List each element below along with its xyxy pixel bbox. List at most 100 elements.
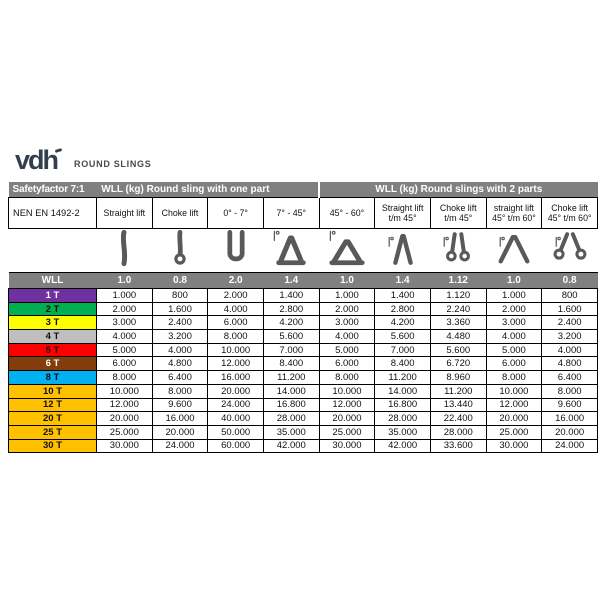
wll-value-cell: 11.200 [262,370,320,385]
wll-value-cell: 8.000 [541,383,598,399]
round-sling-wll-table: Safetyfactor 7:1 WLL (kg) Round sling wi… [8,182,598,454]
wll-value-cell: 20.000 [207,383,264,399]
wll-value-cell: 800 [151,288,209,303]
wll-row-label: 4 T [8,329,97,344]
wll-value-cell: 24.000 [541,438,598,454]
basket-lift-7-45-icon [263,228,320,273]
factor-cell-7: 1.12 [430,272,487,289]
wll-value-cell: 3.360 [429,315,487,331]
wll-value-cell: 2.000 [207,288,264,303]
one-part-header-bar: Safetyfactor 7:1 WLL (kg) Round sling wi… [8,182,321,198]
wll-value-cell: 10.000 [207,342,264,358]
wll-value-cell: 9.600 [541,397,598,413]
wll-value-cell: 4.000 [151,342,209,358]
wll-value-cell: 1.000 [96,288,153,303]
logo-subtitle: ROUND SLINGS [74,159,152,169]
wll-value-cell: 7.000 [262,342,320,358]
factor-cell-9: 0.8 [541,272,598,289]
wll-value-cell: 16.000 [207,370,264,385]
straight-lift-2-parts-60-icon [486,228,542,273]
table-row: 20 T 20.000 16.000 40.000 28.000 20.000 28.000… [8,411,598,426]
wll-value-cell: 4.000 [318,329,376,344]
wll-value-cell: 1.600 [151,301,209,317]
wll-value-cell: 5.600 [374,329,431,344]
column-header-3: 0° - 7° [207,197,264,229]
wll-value-cell: 20.000 [151,424,209,440]
wll-value-cell: 20.000 [541,424,598,440]
wll-row-label: 6 T [8,356,97,372]
wll-value-cell: 8.400 [374,356,431,372]
wll-value-cell: 25.000 [96,424,153,440]
icons-row [8,228,598,273]
wll-row-label: 1 T [8,288,97,303]
wll-value-cell: 25.000 [318,424,376,440]
wll-value-cell: 10.000 [96,383,153,399]
wll-value-cell: 7.000 [374,342,431,358]
wll-value-cell: 1.600 [541,301,598,317]
wll-value-cell: 10.000 [485,383,543,399]
factor-cell-3: 2.0 [207,272,264,289]
choke-lift-2-parts-60-icon [541,228,598,273]
wll-value-cell: 14.000 [262,383,320,399]
wll-value-cell: 6.720 [429,356,487,372]
table-row: 5 T 5.000 4.000 10.000 7.000 5.000 7.000 5.600 5… [8,342,598,358]
wll-value-cell: 2.400 [541,315,598,331]
column-header-5: 45° - 60° [318,197,376,229]
wll-value-cell: 13.440 [429,397,487,413]
wll-value-cell: 40.000 [207,411,264,426]
factor-cell-6: 1.4 [374,272,431,289]
wll-value-cell: 4.000 [485,329,543,344]
factor-row-wll-label: WLL [8,272,97,289]
wll-value-cell: 12.000 [318,397,376,413]
wll-value-cell: 3.200 [151,329,209,344]
wll-value-cell: 35.000 [262,424,320,440]
wll-value-cell: 12.000 [207,356,264,372]
wll-row-label: 30 T [8,438,97,454]
wll-value-cell: 28.000 [262,411,320,426]
choke-lift-one-part-icon [152,228,208,273]
wll-value-cell: 6.000 [485,356,543,372]
wll-row-label: 12 T [8,397,97,413]
top-header-row: Safetyfactor 7:1 WLL (kg) Round sling wi… [8,182,598,198]
wll-row-label: 3 T [8,315,97,331]
wll-value-cell: 9.600 [151,397,209,413]
column-header-row: NEN EN 1492-2 Straight lift Choke lift 0° -… [8,197,598,229]
wll-value-cell: 8.000 [318,370,376,385]
wll-value-cell: 30.000 [485,438,543,454]
wll-value-cell: 8.960 [429,370,487,385]
straight-lift-2-parts-45-icon [374,228,431,273]
wll-row-label: 2 T [8,301,97,317]
wll-value-cell: 35.000 [374,424,431,440]
column-header-1: Straight lift [96,197,153,229]
wll-value-cell: 4.000 [207,301,264,317]
factor-row: WLL 1.0 0.8 2.0 1.4 1.0 1.4 1.12 1.0 0.8 [8,272,598,289]
wll-value-cell: 6.000 [96,356,153,372]
wll-value-cell: 16.000 [541,411,598,426]
column-header-9: Choke lift 45° t/m 60° [541,197,598,229]
vdh-logo: vdh ROUND SLINGS [15,144,152,174]
wll-value-cell: 5.600 [262,329,320,344]
table-body: 1 T 1.000 800 2.000 1.400 1.000 1.400 1.120 1.00… [8,288,598,454]
wll-row-label: 10 T [8,383,97,399]
straight-lift-one-part-icon [96,228,153,273]
wll-value-cell: 6.000 [318,356,376,372]
wll-value-cell: 5.000 [318,342,376,358]
column-header-8: straight lift 45° t/m 60° [485,197,543,229]
wll-value-cell: 14.000 [374,383,431,399]
wll-value-cell: 4.800 [541,356,598,372]
wll-value-cell: 22.400 [429,411,487,426]
wll-value-cell: 33.600 [429,438,487,454]
wll-row-label: 25 T [8,424,97,440]
factor-cell-8: 1.0 [486,272,542,289]
wll-value-cell: 6.400 [151,370,209,385]
wll-value-cell: 4.000 [541,342,598,358]
icon-cell-empty [8,228,97,273]
wll-value-cell: 1.120 [429,288,487,303]
wll-value-cell: 1.000 [485,288,543,303]
wll-value-cell: 42.000 [374,438,431,454]
wll-value-cell: 25.000 [485,424,543,440]
wll-value-cell: 2.000 [485,301,543,317]
wll-value-cell: 12.000 [485,397,543,413]
wll-value-cell: 1.400 [374,288,431,303]
table-row: 8 T 8.000 6.400 16.000 11.200 8.000 11.200 8.96… [8,370,598,385]
